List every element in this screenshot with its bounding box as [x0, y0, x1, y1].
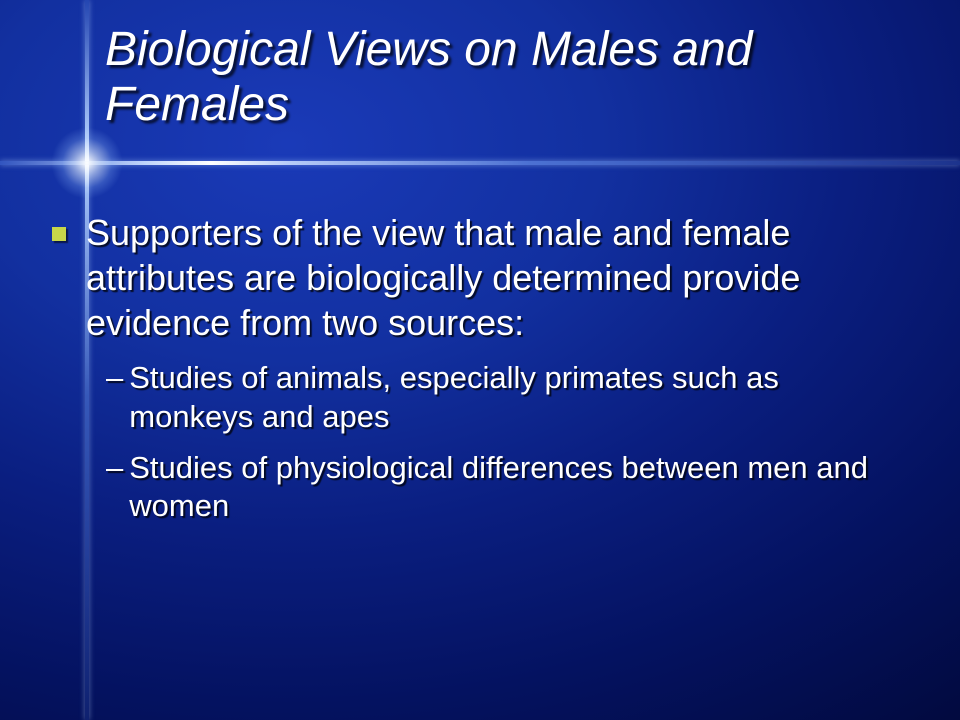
bullet-level-2: – Studies of animals, especially primate… — [106, 359, 908, 437]
bullet-level-2: – Studies of physiological differences b… — [106, 449, 908, 527]
bullet-text: Supporters of the view that male and fem… — [86, 210, 908, 345]
dash-bullet-icon: – — [106, 359, 123, 398]
slide: Biological Views on Males and Females Su… — [0, 0, 960, 720]
body-area: Supporters of the view that male and fem… — [52, 210, 908, 538]
bullet-text: Studies of animals, especially primates … — [129, 359, 908, 437]
bullet-text: Studies of physiological differences bet… — [129, 449, 908, 527]
slide-title: Biological Views on Males and Females — [105, 22, 900, 132]
dash-bullet-icon: – — [106, 449, 123, 488]
title-area: Biological Views on Males and Females — [105, 22, 900, 172]
square-bullet-icon — [52, 227, 66, 241]
bullet-level-1: Supporters of the view that male and fem… — [52, 210, 908, 345]
